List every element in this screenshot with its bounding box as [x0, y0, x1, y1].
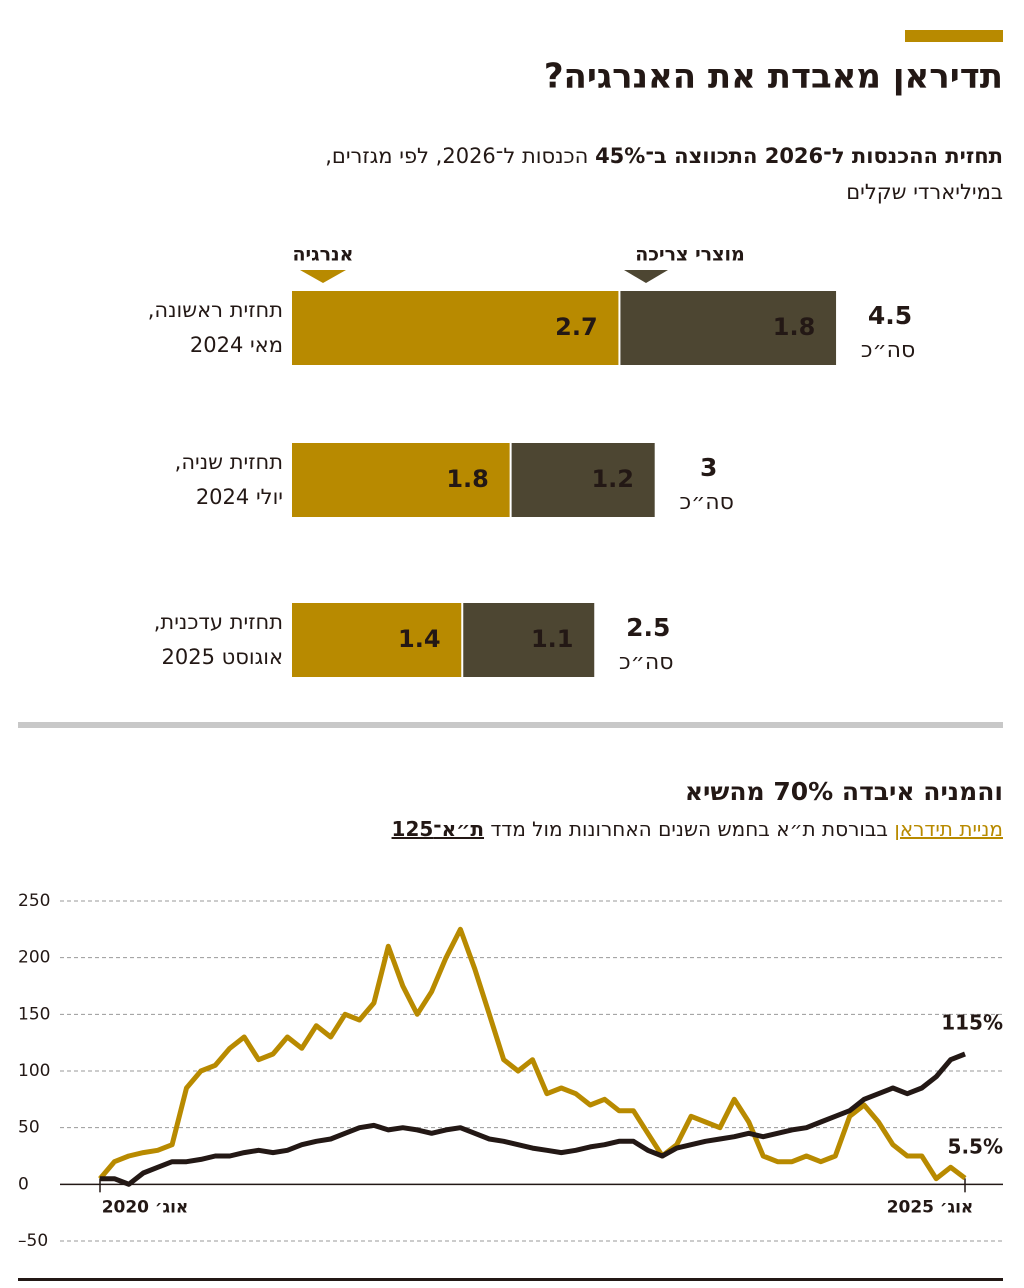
y-tick-label: 250 [18, 891, 50, 911]
legend-entry: ת״א־125 [392, 817, 484, 841]
x-tick-label: אוג׳ 2020 [102, 1197, 189, 1217]
y-tick-label: 200 [18, 948, 50, 968]
bar-segment [292, 443, 510, 517]
separator [18, 722, 1003, 728]
legend-entry: מוצרי צריכה [635, 244, 745, 266]
total-label: סה״כ [679, 490, 733, 515]
total-value: 4.5 [868, 301, 912, 330]
legend-entry: אנרגיה [292, 244, 353, 266]
legend-arrow [624, 270, 668, 283]
y-tick-label: –50 [18, 1231, 48, 1251]
subtitle-rest: הכנסות ל־2026, לפי מגזרים, [325, 144, 588, 168]
bar-segment [292, 291, 619, 365]
legend-entry: מניית תידראן [894, 817, 1003, 841]
subtitle-bold: תחזית ההכנסות ל־2026 התכווצה ב־45% [595, 144, 1003, 168]
total-label: סה״כ [619, 650, 673, 675]
accent-bar [905, 30, 1003, 42]
chart-subtitle: מניית תידראן בבורסת ת״א בחמש השנים האחרו… [392, 817, 1003, 841]
bar-segment [292, 603, 462, 677]
bar-segment [620, 291, 837, 365]
category-label: מאי 2024 [190, 333, 283, 357]
value-label: 1.8 [446, 465, 489, 493]
total-value: 3 [700, 453, 717, 482]
subtitle: תחזית ההכנסות ל־2026 התכווצה ב־45% הכנסו… [325, 144, 1003, 168]
y-tick-label: 100 [18, 1061, 50, 1081]
value-label: 1.8 [773, 313, 816, 341]
end-label: 5.5% [948, 1135, 1003, 1159]
category-label: יולי 2024 [196, 485, 283, 509]
y-tick-label: 0 [18, 1174, 29, 1194]
category-label: תחזית ראשונה, [148, 298, 283, 322]
total-label: סה״כ [861, 338, 915, 363]
line-series [98, 926, 967, 1182]
end-label: 115% [941, 1011, 1003, 1035]
value-label: 1.4 [398, 625, 441, 653]
category-label: תחזית שניה, [175, 450, 283, 474]
x-tick-label: אוג׳ 2025 [887, 1197, 974, 1217]
value-label: 1.1 [531, 625, 574, 653]
legend-arrow [300, 270, 346, 283]
chart-title: והמניה איבדה 70% מהשיא [685, 777, 1003, 806]
value-label: 1.2 [591, 465, 634, 493]
bottom-rule [18, 1278, 1003, 1281]
category-label: תחזית עדכנית, [154, 610, 283, 634]
bar-segment [511, 443, 655, 517]
line-series [100, 1051, 966, 1187]
bar-segment [463, 603, 595, 677]
category-label: אוגוסט 2025 [161, 645, 283, 669]
y-tick-label: 150 [18, 1004, 50, 1024]
subtitle-text: בבורסת ת״א בחמש השנים האחרונות מול מדד [490, 817, 888, 841]
value-label: 2.7 [555, 313, 598, 341]
y-tick-label: 50 [18, 1118, 40, 1138]
total-value: 2.5 [626, 613, 670, 642]
title: תדיראן מאבדת את האנרגיה? [544, 57, 1003, 97]
subtitle-unit: במיליארדי שקלים [846, 180, 1003, 204]
